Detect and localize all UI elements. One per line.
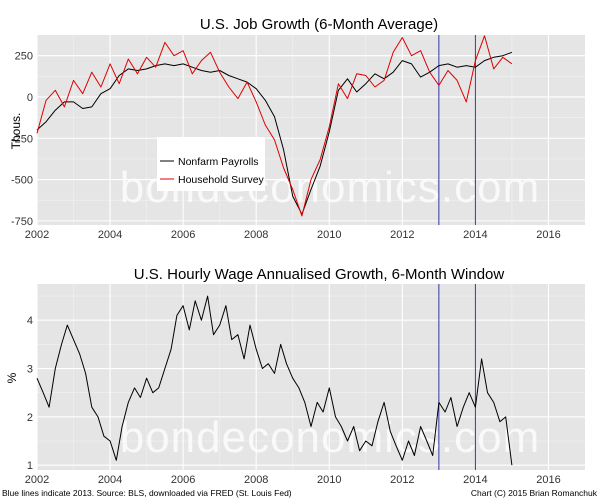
wage-growth-2013-lines [438, 284, 476, 470]
wage-growth-panel: U.S. Hourly Wage Annualised Growth, 6-Mo… [5, 266, 585, 486]
wage-growth-y-ticks: 1 2 3 4 [27, 315, 33, 472]
footer-copyright: Chart (C) 2015 Brian Romanchuk [471, 488, 598, 498]
x-tick-label: 2010 [317, 229, 341, 241]
x-tick-label: 2006 [171, 229, 195, 241]
y-tick-label: -500 [11, 175, 33, 187]
x-tick-label: 2016 [536, 474, 560, 486]
x-tick-label: 2004 [98, 474, 122, 486]
y-tick-label: 1 [27, 460, 33, 472]
wage-growth-plot-area [37, 284, 585, 470]
x-tick-label: 2008 [244, 474, 268, 486]
household-survey-line [36, 35, 513, 217]
watermark: bondeconomics.com [120, 413, 541, 462]
nonfarm-payrolls-line [36, 51, 513, 215]
watermark-text: bondeconomics.com [120, 413, 541, 462]
wage-growth-x-ticks: 2002 2004 2006 2008 2010 2012 2014 2016 [25, 474, 561, 486]
legend-box [157, 137, 265, 191]
x-tick-label: 2016 [536, 229, 560, 241]
x-tick-label: 2006 [171, 474, 195, 486]
job-growth-grid [36, 35, 585, 225]
x-tick-label: 2008 [244, 229, 268, 241]
x-tick-label: 2002 [25, 229, 49, 241]
y-tick-label: 4 [27, 315, 33, 327]
wage-growth-lines [36, 295, 513, 466]
legend: Nonfarm Payrolls Household Survey [157, 137, 265, 191]
job-growth-y-ticks: -750 -500 -250 0 250 [11, 51, 33, 228]
job-growth-plot-area [37, 35, 585, 225]
y-tick-label: 250 [15, 51, 33, 63]
job-growth-lines [36, 35, 513, 217]
x-tick-label: 2014 [463, 229, 487, 241]
wage-growth-y-label: % [5, 372, 19, 383]
wage-growth-line [36, 295, 513, 466]
y-tick-label: 3 [27, 364, 33, 376]
legend-label-payrolls: Nonfarm Payrolls [178, 156, 259, 168]
x-tick-label: 2014 [463, 474, 487, 486]
wage-growth-title: U.S. Hourly Wage Annualised Growth, 6-Mo… [134, 266, 505, 283]
x-tick-label: 2002 [25, 474, 49, 486]
x-tick-label: 2012 [390, 474, 414, 486]
x-tick-label: 2012 [390, 229, 414, 241]
y-tick-label: -250 [11, 133, 33, 145]
job-growth-title: U.S. Job Growth (6-Month Average) [200, 16, 438, 33]
footer-source-note: Blue lines indicate 2013. Source: BLS, d… [2, 488, 292, 498]
x-tick-label: 2004 [98, 229, 122, 241]
y-tick-label: 0 [27, 92, 33, 104]
y-tick-label: 2 [27, 412, 33, 424]
job-growth-y-label: Thous. [9, 113, 23, 150]
wage-growth-grid [36, 284, 585, 470]
job-growth-panel: U.S. Job Growth (6-Month Average) bondec… [9, 16, 585, 241]
legend-label-household: Household Survey [178, 174, 265, 186]
y-tick-label: -750 [11, 216, 33, 228]
x-tick-label: 2010 [317, 474, 341, 486]
job-growth-x-ticks: 2002 2004 2006 2008 2010 2012 2014 2016 [25, 229, 561, 241]
